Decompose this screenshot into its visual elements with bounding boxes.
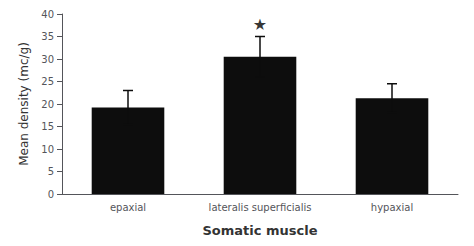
svg-text:25: 25 (41, 76, 54, 87)
svg-text:hypaxial: hypaxial (371, 202, 413, 213)
svg-text:30: 30 (41, 54, 54, 65)
svg-text:0: 0 (48, 189, 54, 200)
svg-text:35: 35 (41, 31, 54, 42)
svg-text:5: 5 (48, 166, 54, 177)
svg-text:epaxial: epaxial (110, 202, 146, 213)
svg-text:10: 10 (41, 144, 54, 155)
svg-text:40: 40 (41, 9, 54, 20)
svg-text:Mean density (mc/g): Mean density (mc/g) (17, 42, 31, 166)
svg-text:lateralis superficialis: lateralis superficialis (209, 202, 312, 213)
svg-text:15: 15 (41, 121, 54, 132)
svg-text:20: 20 (41, 99, 54, 110)
svg-text:Somatic muscle: Somatic muscle (202, 223, 317, 238)
svg-text:★: ★ (253, 15, 267, 34)
